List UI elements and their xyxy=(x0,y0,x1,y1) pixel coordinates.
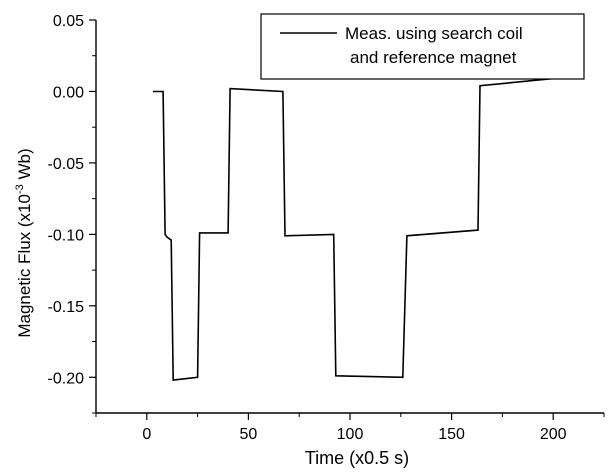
y-tick-label: -0.20 xyxy=(48,370,85,387)
x-axis-title: Time (x0.5 s) xyxy=(305,448,409,468)
y-tick-label: 0.05 xyxy=(53,13,84,30)
series-line xyxy=(152,77,554,381)
x-tick-label: 0 xyxy=(142,426,151,443)
legend-label-line1: Meas. using search coil xyxy=(345,24,523,43)
x-tick-label: 150 xyxy=(438,426,465,443)
y-tick-label: -0.05 xyxy=(48,156,85,173)
y-axis-title-main: Magnetic Flux (x10 xyxy=(15,194,34,338)
ticks: 0 50 100 150 200 0.05 0.00 -0.05 -0.10 -0.15 -0.20 xyxy=(48,13,605,443)
x-tick-label: 100 xyxy=(337,426,364,443)
y-axis-title: Magnetic Flux (x10-3 Wb) xyxy=(14,148,34,337)
x-tick-label: 200 xyxy=(540,426,567,443)
legend-label-line2: and reference magnet xyxy=(350,48,517,67)
y-tick-label: -0.10 xyxy=(48,227,85,244)
y-tick-label: -0.15 xyxy=(48,299,85,316)
y-axis-title-unit: Wb) xyxy=(15,148,34,184)
y-tick-label: 0.00 xyxy=(53,84,84,101)
x-tick-label: 50 xyxy=(240,426,258,443)
series-layer xyxy=(152,77,554,381)
legend: Meas. using search coil and reference ma… xyxy=(260,13,585,80)
legend-box xyxy=(260,13,585,80)
y-axis-title-exponent: -3 xyxy=(14,184,26,194)
